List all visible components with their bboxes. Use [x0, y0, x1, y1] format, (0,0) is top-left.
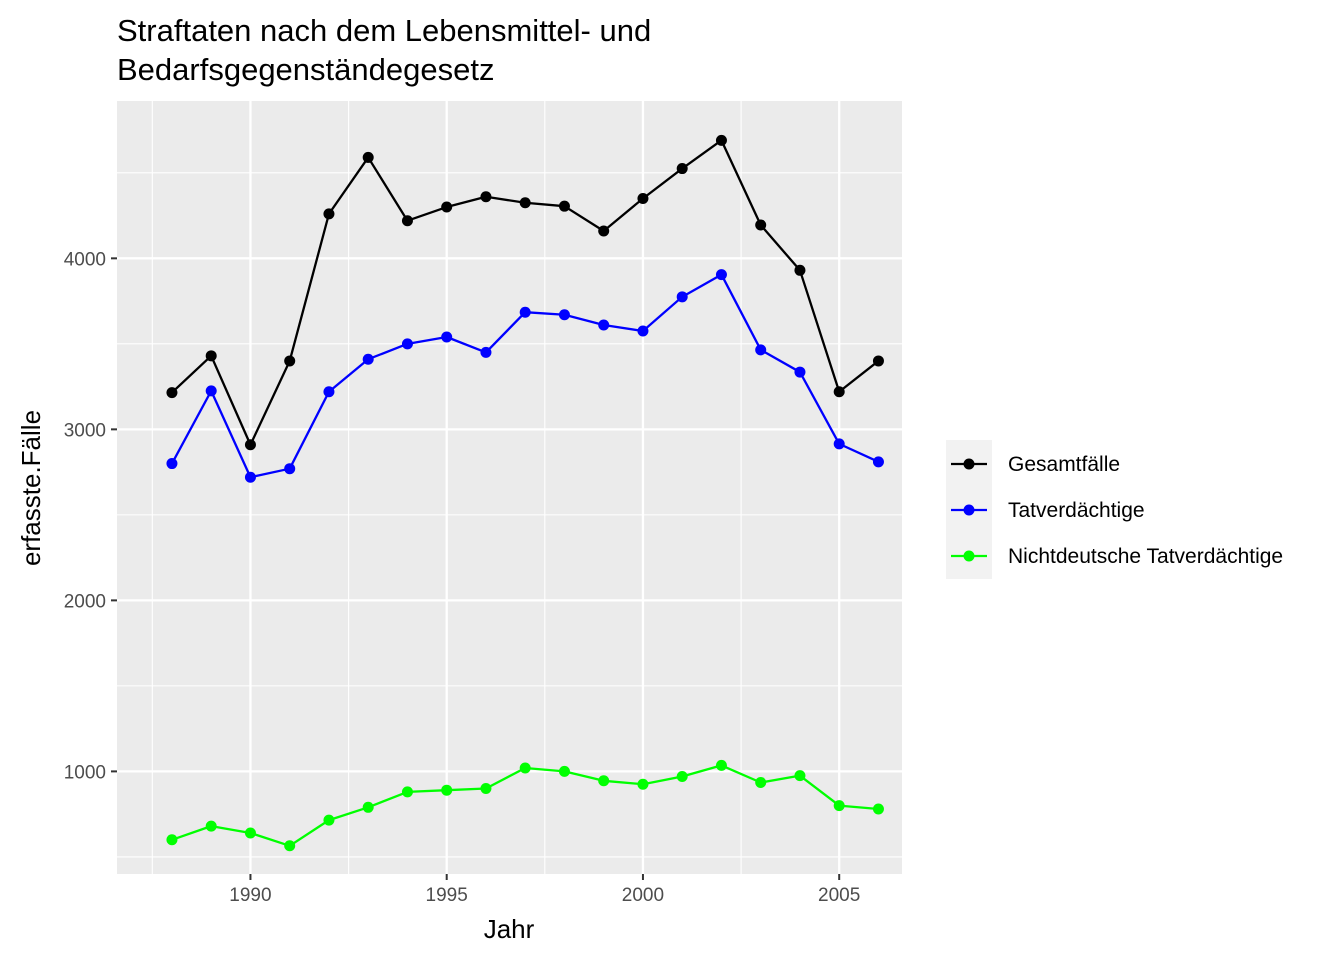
data-point [519, 306, 531, 318]
data-point [284, 355, 296, 367]
legend-label: Gesamtfälle [1008, 453, 1120, 476]
chart-title-line-2: Bedarfsgegenständegesetz [117, 52, 494, 87]
series-1 [166, 134, 884, 451]
data-point [715, 269, 727, 281]
data-point [715, 759, 727, 771]
data-point [441, 201, 453, 213]
data-point [441, 331, 453, 343]
legend-item: Gesamtfälle [951, 453, 1120, 476]
data-point [637, 192, 649, 204]
data-point [441, 784, 453, 796]
data-point [362, 801, 374, 813]
data-point [323, 208, 335, 220]
legend-item: Tatverdächtige [951, 499, 1145, 522]
data-point [401, 338, 413, 350]
data-point [833, 438, 845, 450]
data-point [401, 786, 413, 798]
y-tick-label: 3000 [64, 420, 106, 441]
data-point [205, 820, 217, 832]
data-point [872, 355, 884, 367]
data-point [244, 827, 256, 839]
legend-label: Nichtdeutsche Tatverdächtige [1008, 545, 1283, 568]
data-point [872, 456, 884, 468]
legend-item: Nichtdeutsche Tatverdächtige [951, 545, 1283, 568]
legend-key-point [963, 458, 975, 470]
data-point [833, 800, 845, 812]
data-point [519, 197, 531, 209]
data-point [755, 219, 767, 231]
data-point [558, 765, 570, 777]
data-point [872, 803, 884, 815]
data-point [480, 346, 492, 358]
data-point [755, 777, 767, 789]
data-point [637, 778, 649, 790]
data-point [833, 386, 845, 398]
y-axis-title: erfasste.Fälle [16, 410, 46, 566]
x-tick-label: 2005 [818, 885, 860, 906]
legend-label: Tatverdächtige [1008, 499, 1145, 522]
legend: Gesamtfälle Tatverdächtige Nichtdeutsche T… [946, 440, 1283, 579]
chart-title-line-1: Straftaten nach dem Lebensmittel- und [117, 13, 651, 48]
data-point [598, 225, 610, 237]
data-point [598, 319, 610, 331]
data-point [362, 151, 374, 163]
series-3 [166, 759, 884, 852]
plot-panel [117, 101, 902, 874]
series-layer [166, 134, 884, 852]
data-point [715, 134, 727, 146]
data-point [755, 344, 767, 356]
x-tick-label: 2000 [622, 885, 664, 906]
data-point [676, 291, 688, 303]
x-axis-title: Jahr [484, 914, 535, 944]
legend-key-point [963, 504, 975, 516]
legend-key-point [963, 550, 975, 562]
data-point [637, 325, 649, 337]
data-point [244, 439, 256, 451]
data-point [794, 770, 806, 782]
data-point [794, 264, 806, 276]
y-tick-label: 2000 [64, 591, 106, 612]
data-point [480, 782, 492, 794]
axis-ticks: 1990 1995 2000 2005 1000 2000 3000 4000 [64, 249, 861, 906]
data-point [598, 775, 610, 787]
data-point [558, 200, 570, 212]
data-point [166, 458, 178, 470]
data-point [284, 463, 296, 475]
data-point [676, 771, 688, 783]
data-point [166, 834, 178, 846]
grid-lines [117, 101, 902, 874]
x-tick-label: 1990 [229, 885, 271, 906]
data-point [323, 814, 335, 826]
data-point [480, 191, 492, 203]
data-point [676, 163, 688, 175]
data-point [284, 840, 296, 852]
y-tick-label: 1000 [64, 762, 106, 783]
data-point [794, 366, 806, 378]
data-point [362, 353, 374, 365]
data-point [558, 309, 570, 321]
data-point [205, 385, 217, 397]
data-point [205, 350, 217, 362]
data-point [323, 386, 335, 398]
data-point [244, 471, 256, 483]
data-point [519, 762, 531, 774]
data-point [166, 387, 178, 399]
series-2 [166, 269, 884, 483]
x-tick-label: 1995 [426, 885, 468, 906]
y-tick-label: 4000 [64, 249, 106, 270]
data-point [401, 215, 413, 227]
